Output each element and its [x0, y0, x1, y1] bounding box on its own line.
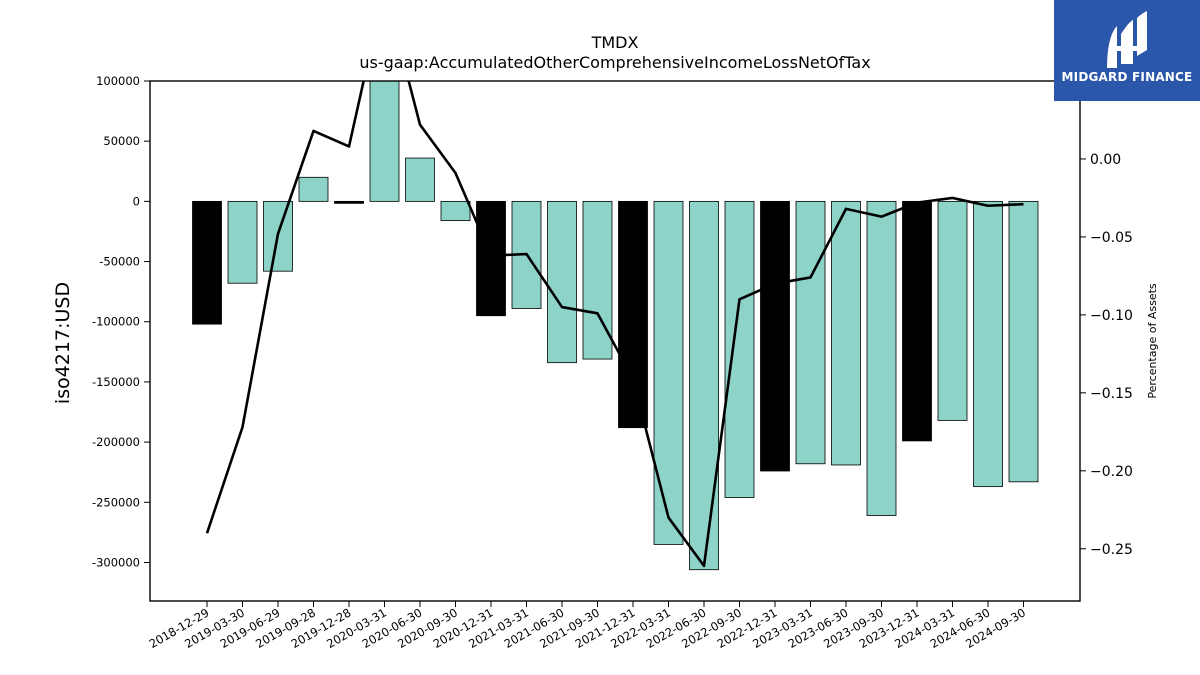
bar-2022-03-31	[653, 200, 684, 545]
plot-frame	[149, 80, 1081, 602]
percentage-of-assets-line	[205, 81, 1024, 568]
bar-2020-03-31	[369, 81, 400, 202]
y-tick-label: 0	[133, 194, 140, 208]
brand-name: MIDGARD FINANCE	[1061, 70, 1193, 84]
plot-area: 100000 50000 0 -50000 -100000 -150000 -200000 -…	[92, 74, 1133, 651]
y2-tick-label: −0.05	[1090, 230, 1133, 246]
y-tick-label: -250000	[92, 495, 140, 509]
bar-2021-09-30	[582, 200, 613, 360]
bar-2022-06-30	[689, 200, 719, 571]
bar-2024-09-30	[1008, 200, 1039, 483]
y-tick-label: -200000	[92, 435, 140, 449]
chart-title: TMDX	[591, 33, 639, 52]
y-tick-label: -150000	[92, 375, 140, 389]
chart-marks	[192, 81, 1039, 571]
y-tick-label: -300000	[92, 555, 140, 569]
y2-tick-label: −0.20	[1090, 464, 1133, 480]
bar-2020-09-30	[440, 200, 471, 222]
bar-2019-09-28	[298, 176, 329, 202]
y2-tick-label: 0.00	[1090, 152, 1121, 168]
bar-2023-03-31	[795, 200, 826, 465]
chart-subtitle: us-gaap:AccumulatedOtherComprehensiveInc…	[359, 53, 870, 72]
bar-2022-09-30	[724, 200, 755, 498]
bar-2021-06-30	[547, 200, 577, 364]
y-tick-label: 100000	[96, 74, 140, 88]
bar-2023-09-30	[866, 200, 897, 516]
bar-2021-12-31	[618, 200, 648, 429]
y2-tick-label: −0.15	[1090, 386, 1133, 402]
bar-2019-12-28	[334, 200, 364, 204]
y2-tick-label: −0.25	[1090, 542, 1133, 558]
bar-2020-06-30	[405, 157, 435, 202]
y2-tick-label: −0.10	[1090, 308, 1133, 324]
bar-2023-12-31	[902, 200, 932, 442]
y-tick-label: -100000	[92, 315, 140, 329]
bar-2018-12-29	[192, 200, 222, 325]
y-tick-label: -50000	[99, 255, 140, 269]
bar-2019-03-30	[227, 200, 258, 284]
brand-logo: MIDGARD FINANCE	[1054, 0, 1200, 101]
bar-2024-06-30	[973, 200, 1003, 488]
midgard-finance-logo-icon	[1107, 11, 1147, 68]
bar-2022-12-31	[760, 200, 790, 472]
bar-2020-12-31	[476, 200, 506, 317]
y-axis-label: iso4217:USD	[52, 282, 74, 404]
y-tick-label: 50000	[103, 134, 140, 148]
bar-2023-06-30	[831, 200, 861, 466]
bar-2024-03-31	[937, 200, 968, 421]
y2-axis-label: Percentage of Assets	[1146, 283, 1159, 399]
